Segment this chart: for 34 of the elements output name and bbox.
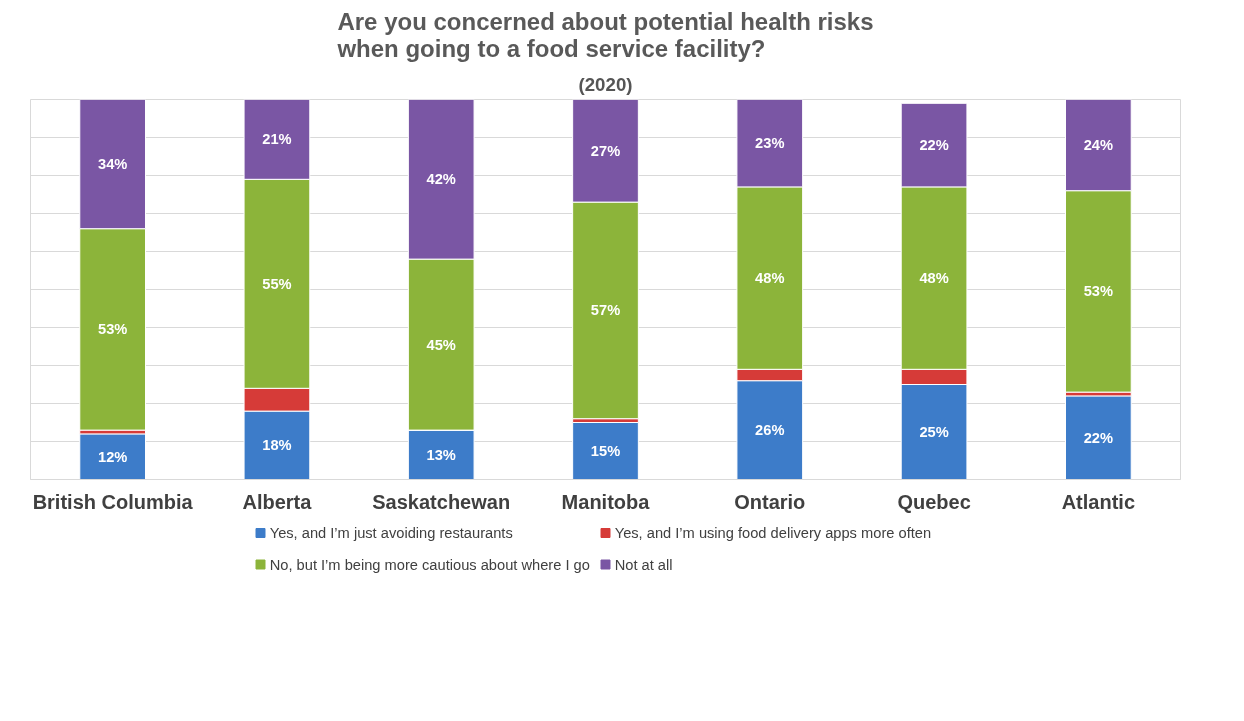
data-label: 12%: [97, 448, 128, 465]
data-label: 48%: [755, 270, 785, 287]
legend-label: No, but I’m being more cautious about where I go: [269, 556, 590, 573]
chart-subtitle: (2020): [578, 73, 633, 95]
data-label: 26%: [755, 422, 785, 439]
data-label: 34%: [97, 156, 128, 173]
data-label: 45%: [426, 336, 456, 353]
data-label: 22%: [919, 137, 949, 154]
data-label: 53%: [1083, 283, 1114, 300]
data-label: 25%: [919, 424, 949, 440]
data-label: 48%: [919, 270, 949, 287]
legend-label: Yes, and I’m using food delivery apps more often: [614, 525, 932, 541]
data-label: 15%: [590, 443, 621, 459]
legend-label: Not at all: [614, 556, 673, 573]
data-label: 57%: [590, 302, 621, 319]
legend-label: Yes, and I’m just avoiding restaurants: [269, 525, 513, 541]
data-label: 42%: [426, 171, 456, 188]
x-tick-label: Alberta: [242, 490, 313, 513]
x-tick-label: Atlantic: [1061, 490, 1136, 513]
x-tick-label: Ontario: [734, 490, 806, 513]
data-label: 22%: [1083, 429, 1114, 446]
data-label: 24%: [1083, 137, 1114, 154]
data-label: 55%: [262, 275, 292, 292]
x-tick-label: Manitoba: [561, 490, 651, 513]
data-label: 18%: [262, 437, 292, 454]
data-label: 21%: [262, 131, 292, 148]
data-label: 13%: [426, 446, 456, 463]
x-tick-label: British Columbia: [32, 490, 194, 513]
x-tick-label: Quebec: [897, 490, 971, 513]
data-label: 23%: [755, 135, 785, 152]
data-label: 27%: [590, 142, 621, 159]
x-tick-label: Saskatchewan: [372, 490, 511, 513]
chart-title: Are you concerned about potential health risks when going to a food service facility?: [336, 7, 874, 62]
data-label: 53%: [97, 321, 128, 338]
